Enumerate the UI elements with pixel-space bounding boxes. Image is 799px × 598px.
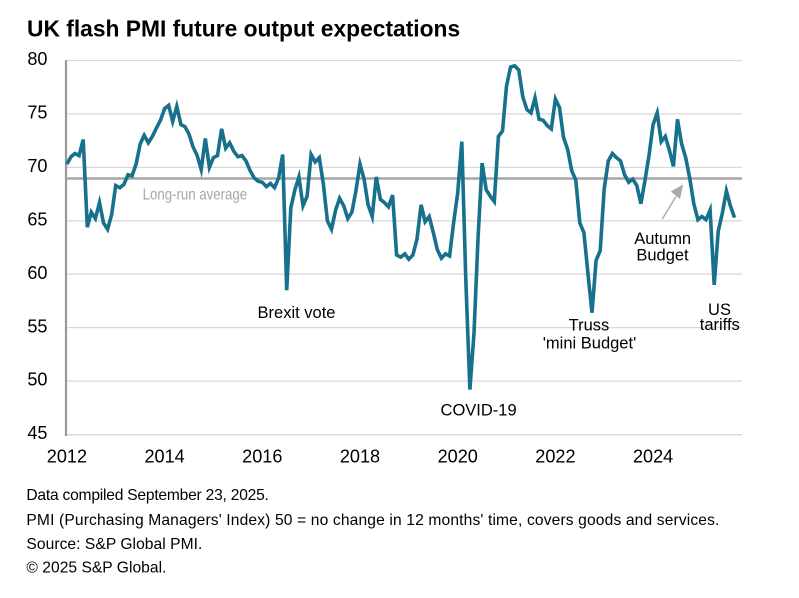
svg-text:70: 70 (27, 156, 47, 176)
svg-text:Autumn: Autumn (634, 230, 691, 248)
svg-text:Long-run average: Long-run average (143, 186, 248, 203)
svg-text:© 2025 S&P Global.: © 2025 S&P Global. (26, 560, 166, 577)
svg-text:55: 55 (27, 316, 47, 336)
svg-text:PMI (Purchasing Managers' Inde: PMI (Purchasing Managers' Index) 50 = no… (26, 512, 719, 529)
svg-text:Source: S&P Global PMI.: Source: S&P Global PMI. (26, 536, 202, 553)
svg-text:60: 60 (27, 263, 47, 283)
svg-text:45: 45 (27, 423, 47, 443)
svg-text:2014: 2014 (144, 446, 184, 466)
svg-text:Data compiled September 23, 20: Data compiled September 23, 2025. (26, 487, 269, 504)
svg-text:50: 50 (27, 370, 47, 390)
svg-text:65: 65 (27, 209, 47, 229)
svg-text:Budget: Budget (636, 246, 689, 264)
svg-text:2012: 2012 (47, 446, 87, 466)
svg-text:COVID-19: COVID-19 (441, 402, 517, 420)
svg-text:Brexit vote: Brexit vote (258, 304, 336, 322)
svg-text:US: US (708, 301, 731, 319)
svg-text:tariffs: tariffs (700, 316, 740, 334)
svg-text:2024: 2024 (633, 446, 673, 466)
svg-text:UK flash PMI future output exp: UK flash PMI future output expectations (27, 16, 460, 42)
svg-text:80: 80 (27, 49, 47, 69)
svg-text:75: 75 (27, 103, 47, 123)
svg-text:2022: 2022 (535, 446, 575, 466)
svg-text:2018: 2018 (340, 446, 380, 466)
svg-text:2016: 2016 (242, 446, 282, 466)
svg-text:Truss: Truss (569, 317, 610, 335)
svg-text:'mini Budget': 'mini Budget' (543, 335, 636, 353)
svg-text:2020: 2020 (438, 446, 478, 466)
